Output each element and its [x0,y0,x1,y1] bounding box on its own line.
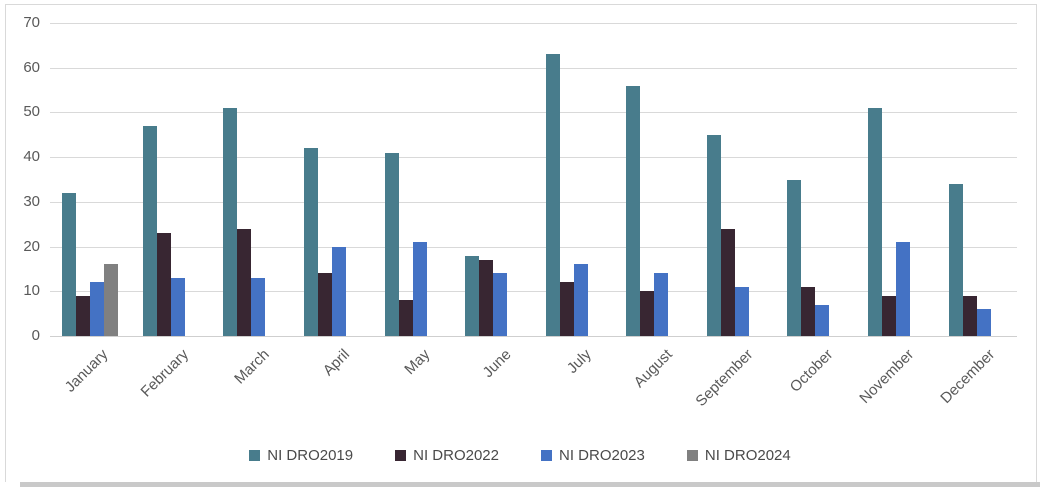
bar-ni-dro2019-august [626,85,641,336]
bar-ni-dro2023-october [815,304,830,336]
y-axis-tick-label: 10 [23,282,40,300]
bar-ni-dro2023-january [90,282,105,336]
x-axis-label-june: June [479,346,515,382]
x-axis-label-january: January [61,346,112,396]
bar-ni-dro2023-november [896,242,911,336]
bar-group-january [50,23,131,336]
legend-item-ni-dro2024: NI DRO2024 [686,446,791,464]
bar-ni-dro2019-july [545,54,560,336]
plot-area [50,23,1017,337]
bar-ni-dro2023-april [332,246,347,336]
x-axis-label-july: July [563,346,595,377]
gridline-y-70 [50,23,1017,24]
gridline-y-60 [50,67,1017,69]
legend-swatch-icon [686,449,698,461]
bar-ni-dro2024-january [104,264,119,336]
bar-ni-dro2022-october [801,286,816,336]
bar-ni-dro2023-may [412,242,427,336]
gridline-y-0 [50,336,1017,337]
legend-item-ni-dro2023: NI DRO2023 [541,447,645,464]
bar-ni-dro2019-december [948,183,963,336]
x-axis-label-september: September [692,346,756,410]
x-axis-label-march: March [230,346,273,388]
bar-ni-dro2019-june [465,255,480,336]
y-axis: 0 10 20 30 40 50 60 70 [0,14,42,344]
legend-item-ni-dro2022: NI DRO2022 [395,447,499,464]
bar-ni-dro2019-march [223,107,238,336]
bar-ni-dro2023-february [170,277,185,336]
bar-group-february [131,23,212,336]
legend-label: NI DRO2024 [704,446,791,464]
bar-groups [50,23,1017,336]
bar-ni-dro2022-december [962,295,977,336]
x-axis-label-may: May [401,346,434,379]
x-axis-label-february: February [137,346,192,401]
bar-ni-dro2019-september [706,134,721,336]
bar-group-august [614,23,695,336]
bar-group-december [936,23,1017,336]
gridline-y-40 [50,157,1017,159]
bar-ni-dro2022-may [398,300,413,336]
bar-ni-dro2023-december [976,309,991,336]
legend: NI DRO2019 NI DRO2022 NI DRO2023 NI DRO2024 [0,444,1040,466]
bar-ni-dro2022-january [76,295,91,336]
bar-group-april [292,23,373,336]
legend-swatch-icon [395,449,407,461]
x-axis-label-april: April [319,346,354,380]
bar-ni-dro2023-june [493,273,508,336]
bar-group-september [695,23,776,336]
bar-ni-dro2022-september [720,228,735,336]
bar-ni-dro2023-september [734,286,749,336]
bar-ni-dro2022-april [318,273,333,336]
bar-group-may [372,23,453,336]
bar-ni-dro2019-april [304,148,319,336]
bar-ni-dro2019-may [384,152,399,336]
y-axis-tick-label: 70 [23,14,40,31]
y-axis-tick-label: 50 [23,103,40,121]
bar-group-november [856,23,937,336]
bar-group-june [453,23,534,336]
x-axis-label-december: December [936,346,998,407]
legend-swatch-icon [541,449,552,461]
gridline-y-20 [50,246,1017,248]
legend-item-ni-dro2019: NI DRO2019 [249,447,353,464]
legend-label: NI DRO2022 [413,446,499,464]
y-axis-tick-label: 0 [31,327,40,344]
y-axis-tick-label: 40 [23,148,40,166]
bar-ni-dro2022-august [640,291,655,336]
bar-ni-dro2022-march [237,228,252,336]
gridline-y-10 [50,291,1017,293]
legend-swatch-icon [249,449,261,461]
bar-ni-dro2019-october [787,179,802,336]
bottom-edge-strip [20,482,1040,487]
bar-ni-dro2023-july [573,264,588,336]
y-axis-tick-label: 20 [23,237,40,255]
bar-ni-dro2019-january [62,192,77,336]
bar-ni-dro2022-february [156,233,171,336]
bar-group-july [533,23,614,336]
gridline-y-50 [50,112,1017,114]
bar-ni-dro2023-august [654,273,669,336]
y-axis-tick-label: 60 [23,58,40,76]
x-axis-label-november: November [856,346,918,407]
bar-group-march [211,23,292,336]
x-axis: January February March April May June July Augu… [0,336,1040,426]
bar-ni-dro2022-july [559,282,574,336]
bar-ni-dro2023-march [251,277,266,336]
bar-ni-dro2022-november [882,295,897,336]
legend-label: NI DRO2023 [559,446,645,464]
legend-label: NI DRO2019 [267,446,354,464]
x-axis-label-october: October [786,346,837,396]
bar-ni-dro2019-november [868,107,883,336]
gridline-y-30 [50,201,1017,203]
bar-ni-dro2022-june [479,260,494,336]
y-axis-tick-label: 30 [23,192,40,210]
bar-ni-dro2019-february [142,125,157,336]
bar-group-october [775,23,856,336]
x-axis-label-august: August [630,346,676,392]
